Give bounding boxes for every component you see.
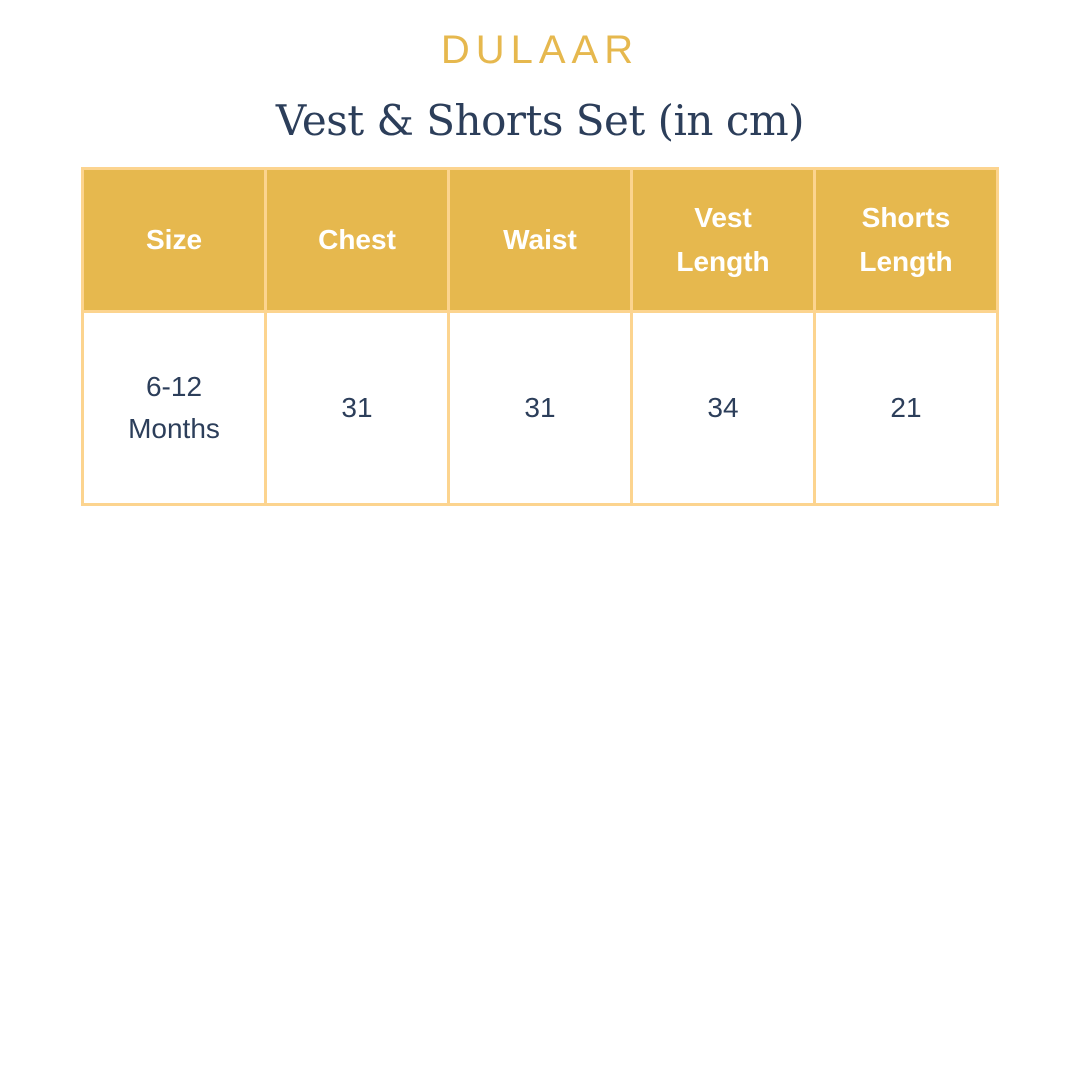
cell-text: Length bbox=[859, 246, 953, 277]
table-cell: 6-12 Months bbox=[81, 310, 267, 506]
column-header: Shorts Length bbox=[813, 167, 999, 313]
cell-text: Months bbox=[128, 413, 220, 444]
cell-text: 6-12 bbox=[145, 371, 203, 402]
table-cell: 34 bbox=[630, 310, 816, 506]
column-header: Vest Length bbox=[630, 167, 816, 313]
page-title: Vest & Shorts Set (in cm) bbox=[275, 96, 805, 145]
size-chart-table: Size Chest Waist Vest Length Shorts Length 6-1… bbox=[81, 167, 999, 506]
cell-text: 31 bbox=[524, 392, 556, 423]
column-header: Chest bbox=[264, 167, 450, 313]
cell-text: 21 bbox=[890, 392, 922, 423]
table-cell: 31 bbox=[264, 310, 450, 506]
header-row: Size Chest Waist Vest Length Shorts Length bbox=[81, 167, 999, 313]
cell-text: 34 bbox=[707, 392, 739, 423]
cell-text: Length bbox=[676, 246, 770, 277]
brand-logo: DULAAR bbox=[440, 28, 640, 72]
column-header: Size bbox=[81, 167, 267, 313]
cell-text: Chest bbox=[318, 224, 396, 255]
cell-text: 31 bbox=[341, 392, 373, 423]
table-row: 6-12 Months 31 31 34 21 bbox=[81, 310, 999, 506]
cell-text: Vest bbox=[694, 202, 752, 233]
cell-text: Shorts bbox=[861, 202, 951, 233]
table-cell: 31 bbox=[447, 310, 633, 506]
column-header: Waist bbox=[447, 167, 633, 313]
cell-text: Size bbox=[145, 224, 203, 255]
table-cell: 21 bbox=[813, 310, 999, 506]
cell-text: Waist bbox=[503, 224, 577, 255]
